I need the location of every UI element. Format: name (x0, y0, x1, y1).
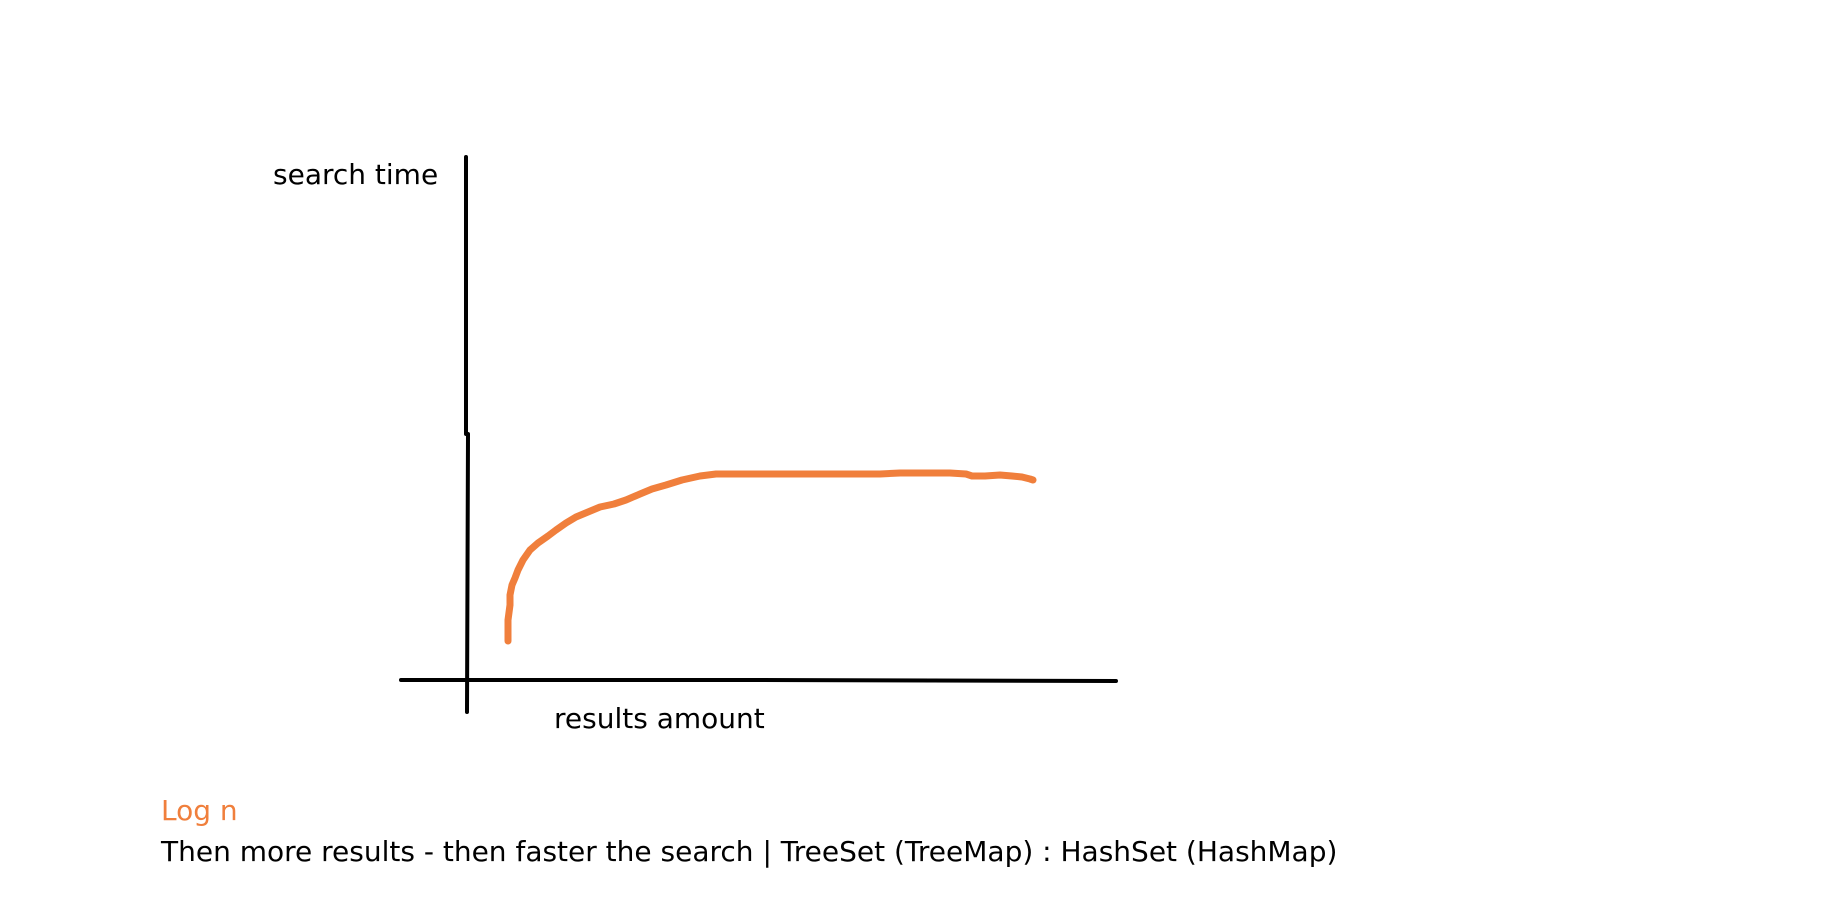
log-curve (504, 469, 1037, 645)
x-axis-label: results amount (554, 702, 765, 735)
x-axis-line (399, 678, 1118, 683)
y-axis-label: search time (273, 158, 439, 191)
curve-label: Log n (161, 794, 238, 827)
y-axis-line (464, 155, 470, 714)
caption-text: Then more results - then faster the sear… (161, 835, 1338, 868)
